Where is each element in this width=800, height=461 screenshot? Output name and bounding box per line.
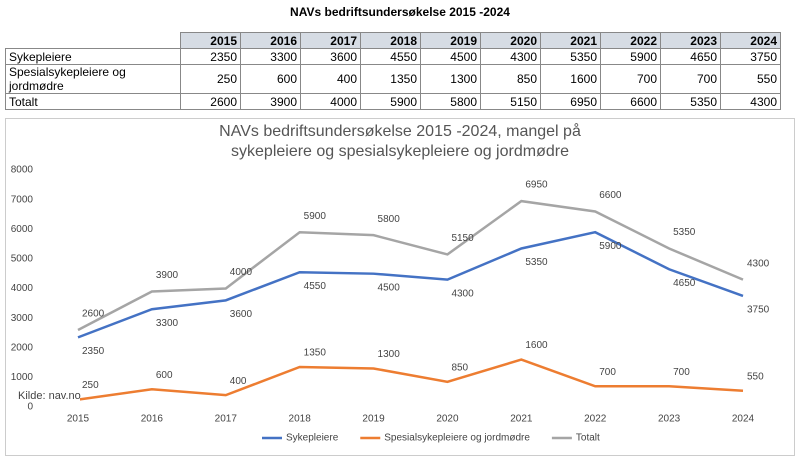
data-label: 5350 (525, 257, 548, 268)
header-cell: 2018 (360, 32, 421, 49)
cell: 3750 (720, 48, 781, 65)
data-label: 700 (673, 367, 690, 378)
data-label: 250 (82, 380, 99, 391)
x-tick-label: 2019 (362, 414, 385, 425)
table-row: Spesialsykepleiere og jordmødre 250 600 400… (5, 64, 781, 94)
header-cell: 2023 (660, 32, 721, 49)
y-tick-label: 2000 (11, 342, 34, 353)
data-table: 2015 2016 2017 2018 2019 2020 2021 2022 2023 2024… (5, 32, 781, 110)
x-tick-label: 2020 (436, 414, 459, 425)
cell: 4000 (300, 93, 361, 110)
data-label: 550 (747, 371, 764, 382)
header-cell: 2021 (540, 32, 601, 49)
y-tick-label: 6000 (11, 224, 34, 235)
data-label: 3300 (156, 318, 179, 329)
data-label: 4650 (673, 278, 696, 289)
cell: 850 (480, 64, 541, 94)
x-tick-label: 2024 (732, 414, 755, 425)
data-label: 3750 (747, 305, 770, 316)
header-row: 2015 2016 2017 2018 2019 2020 2021 2022 2023 2024 (5, 32, 781, 49)
legend-label: Spesialsykepleiere og jordmødre (384, 433, 530, 444)
legend-label: Sykepleiere (286, 433, 339, 444)
data-label: 5900 (599, 241, 622, 252)
source: Kilde: nav.no (18, 390, 81, 402)
y-tick-label: 5000 (11, 254, 34, 265)
data-label: 4550 (304, 281, 327, 292)
x-tick-label: 2022 (584, 414, 607, 425)
series-line (77, 230, 744, 339)
chart-area (5, 118, 795, 456)
corner-cell (5, 32, 181, 49)
legend-label: Totalt (576, 433, 600, 444)
data-label: 5350 (673, 227, 696, 238)
header-cell: 2017 (300, 32, 361, 49)
data-label: 1350 (304, 348, 327, 359)
y-tick-label: 0 (27, 402, 33, 413)
cell: 5800 (420, 93, 481, 110)
data-label: 4300 (747, 258, 770, 269)
cell: 1600 (540, 64, 601, 94)
x-tick-label: 2017 (215, 414, 238, 425)
y-tick-label: 1000 (11, 372, 34, 383)
header-cell: 2015 (180, 32, 241, 49)
cell: 3900 (240, 93, 301, 110)
data-label: 6950 (525, 180, 548, 191)
series-line (77, 358, 744, 401)
data-label: 1600 (525, 340, 548, 351)
data-label: 3600 (230, 309, 253, 320)
row-label: Sykepleiere (5, 48, 181, 65)
cell: 2600 (180, 93, 241, 110)
cell: 5350 (660, 93, 721, 110)
data-label: 600 (156, 370, 173, 381)
cell: 4550 (360, 48, 421, 65)
cell: 5150 (480, 93, 541, 110)
data-label: 5150 (451, 233, 474, 244)
data-label: 5800 (378, 214, 401, 225)
header-cell: 2022 (600, 32, 661, 49)
x-tick-label: 2016 (141, 414, 164, 425)
x-tick-label: 2018 (289, 414, 312, 425)
y-tick-label: 3000 (11, 313, 34, 324)
table-title: NAVs bedriftsundersøkelse 2015 -2024 (290, 5, 510, 19)
data-label: 3900 (156, 270, 179, 281)
data-label: 5900 (304, 211, 327, 222)
data-label: 700 (599, 367, 616, 378)
data-label: 4000 (230, 267, 253, 278)
data-label: 1300 (378, 349, 401, 360)
y-tick-label: 4000 (11, 283, 34, 294)
data-label: 4300 (451, 288, 474, 299)
cell: 6950 (540, 93, 601, 110)
cell: 1350 (360, 64, 421, 94)
cell: 700 (660, 64, 721, 94)
series-line (77, 199, 744, 332)
cell: 250 (180, 64, 241, 94)
cell: 5900 (360, 93, 421, 110)
y-tick-label: 8000 (11, 165, 34, 176)
y-tick-label: 7000 (11, 194, 34, 205)
x-tick-label: 2021 (510, 414, 533, 425)
x-tick-label: 2015 (67, 414, 90, 425)
cell: 4300 (720, 93, 781, 110)
table-row: Totalt 2600 3900 4000 5900 5800 5150 6950 6600 53… (5, 93, 781, 110)
cell: 4500 (420, 48, 481, 65)
data-label: 6600 (599, 190, 622, 201)
header-cell: 2024 (720, 32, 781, 49)
data-label: 2350 (82, 346, 105, 357)
header-cell: 2020 (480, 32, 541, 49)
cell: 550 (720, 64, 781, 94)
header-cell: 2016 (240, 32, 301, 49)
data-label: 400 (230, 376, 247, 387)
cell: 5350 (540, 48, 601, 65)
chart-title: NAVs bedriftsundersøkelse 2015 -2024, ma… (219, 123, 581, 160)
row-label: Totalt (5, 93, 181, 110)
source-bg (16, 388, 80, 402)
data-label: 2600 (82, 309, 105, 320)
data-label: 850 (451, 362, 468, 373)
x-tick-label: 2023 (658, 414, 681, 425)
data-label: 4500 (378, 282, 401, 293)
